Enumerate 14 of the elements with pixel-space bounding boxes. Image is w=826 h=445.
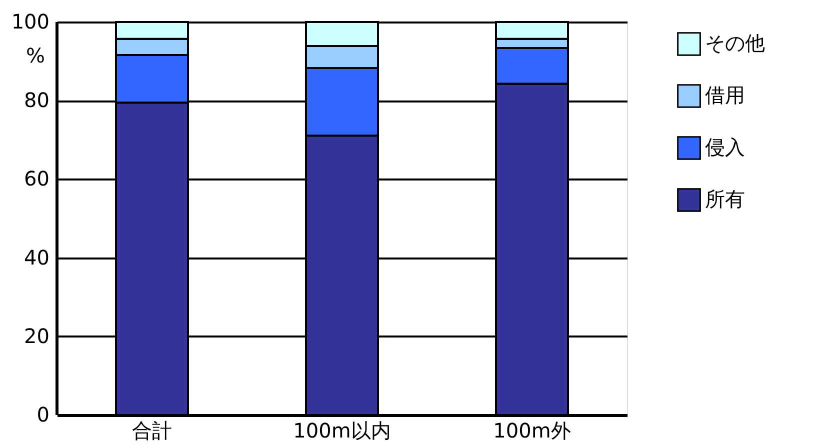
y-tick-label: 60 — [24, 166, 50, 191]
legend-label: その他 — [705, 31, 765, 55]
y-tick-label: 100 — [11, 10, 50, 34]
legend-label: 所有 — [705, 187, 745, 211]
y-tick-label: 80 — [24, 88, 50, 112]
x-tick-label: 100m以内 — [293, 418, 391, 442]
x-tick-label: 合計 — [132, 418, 172, 442]
legend-label: 借用 — [705, 83, 745, 107]
y-tick-label: 40 — [24, 245, 50, 270]
y-tick-label: 20 — [24, 324, 50, 348]
y-axis-title: % — [26, 44, 46, 68]
y-tick-label: 0 — [36, 402, 50, 426]
legend-label: 侵入 — [705, 135, 745, 159]
x-tick-label: 100m外 — [493, 418, 571, 442]
